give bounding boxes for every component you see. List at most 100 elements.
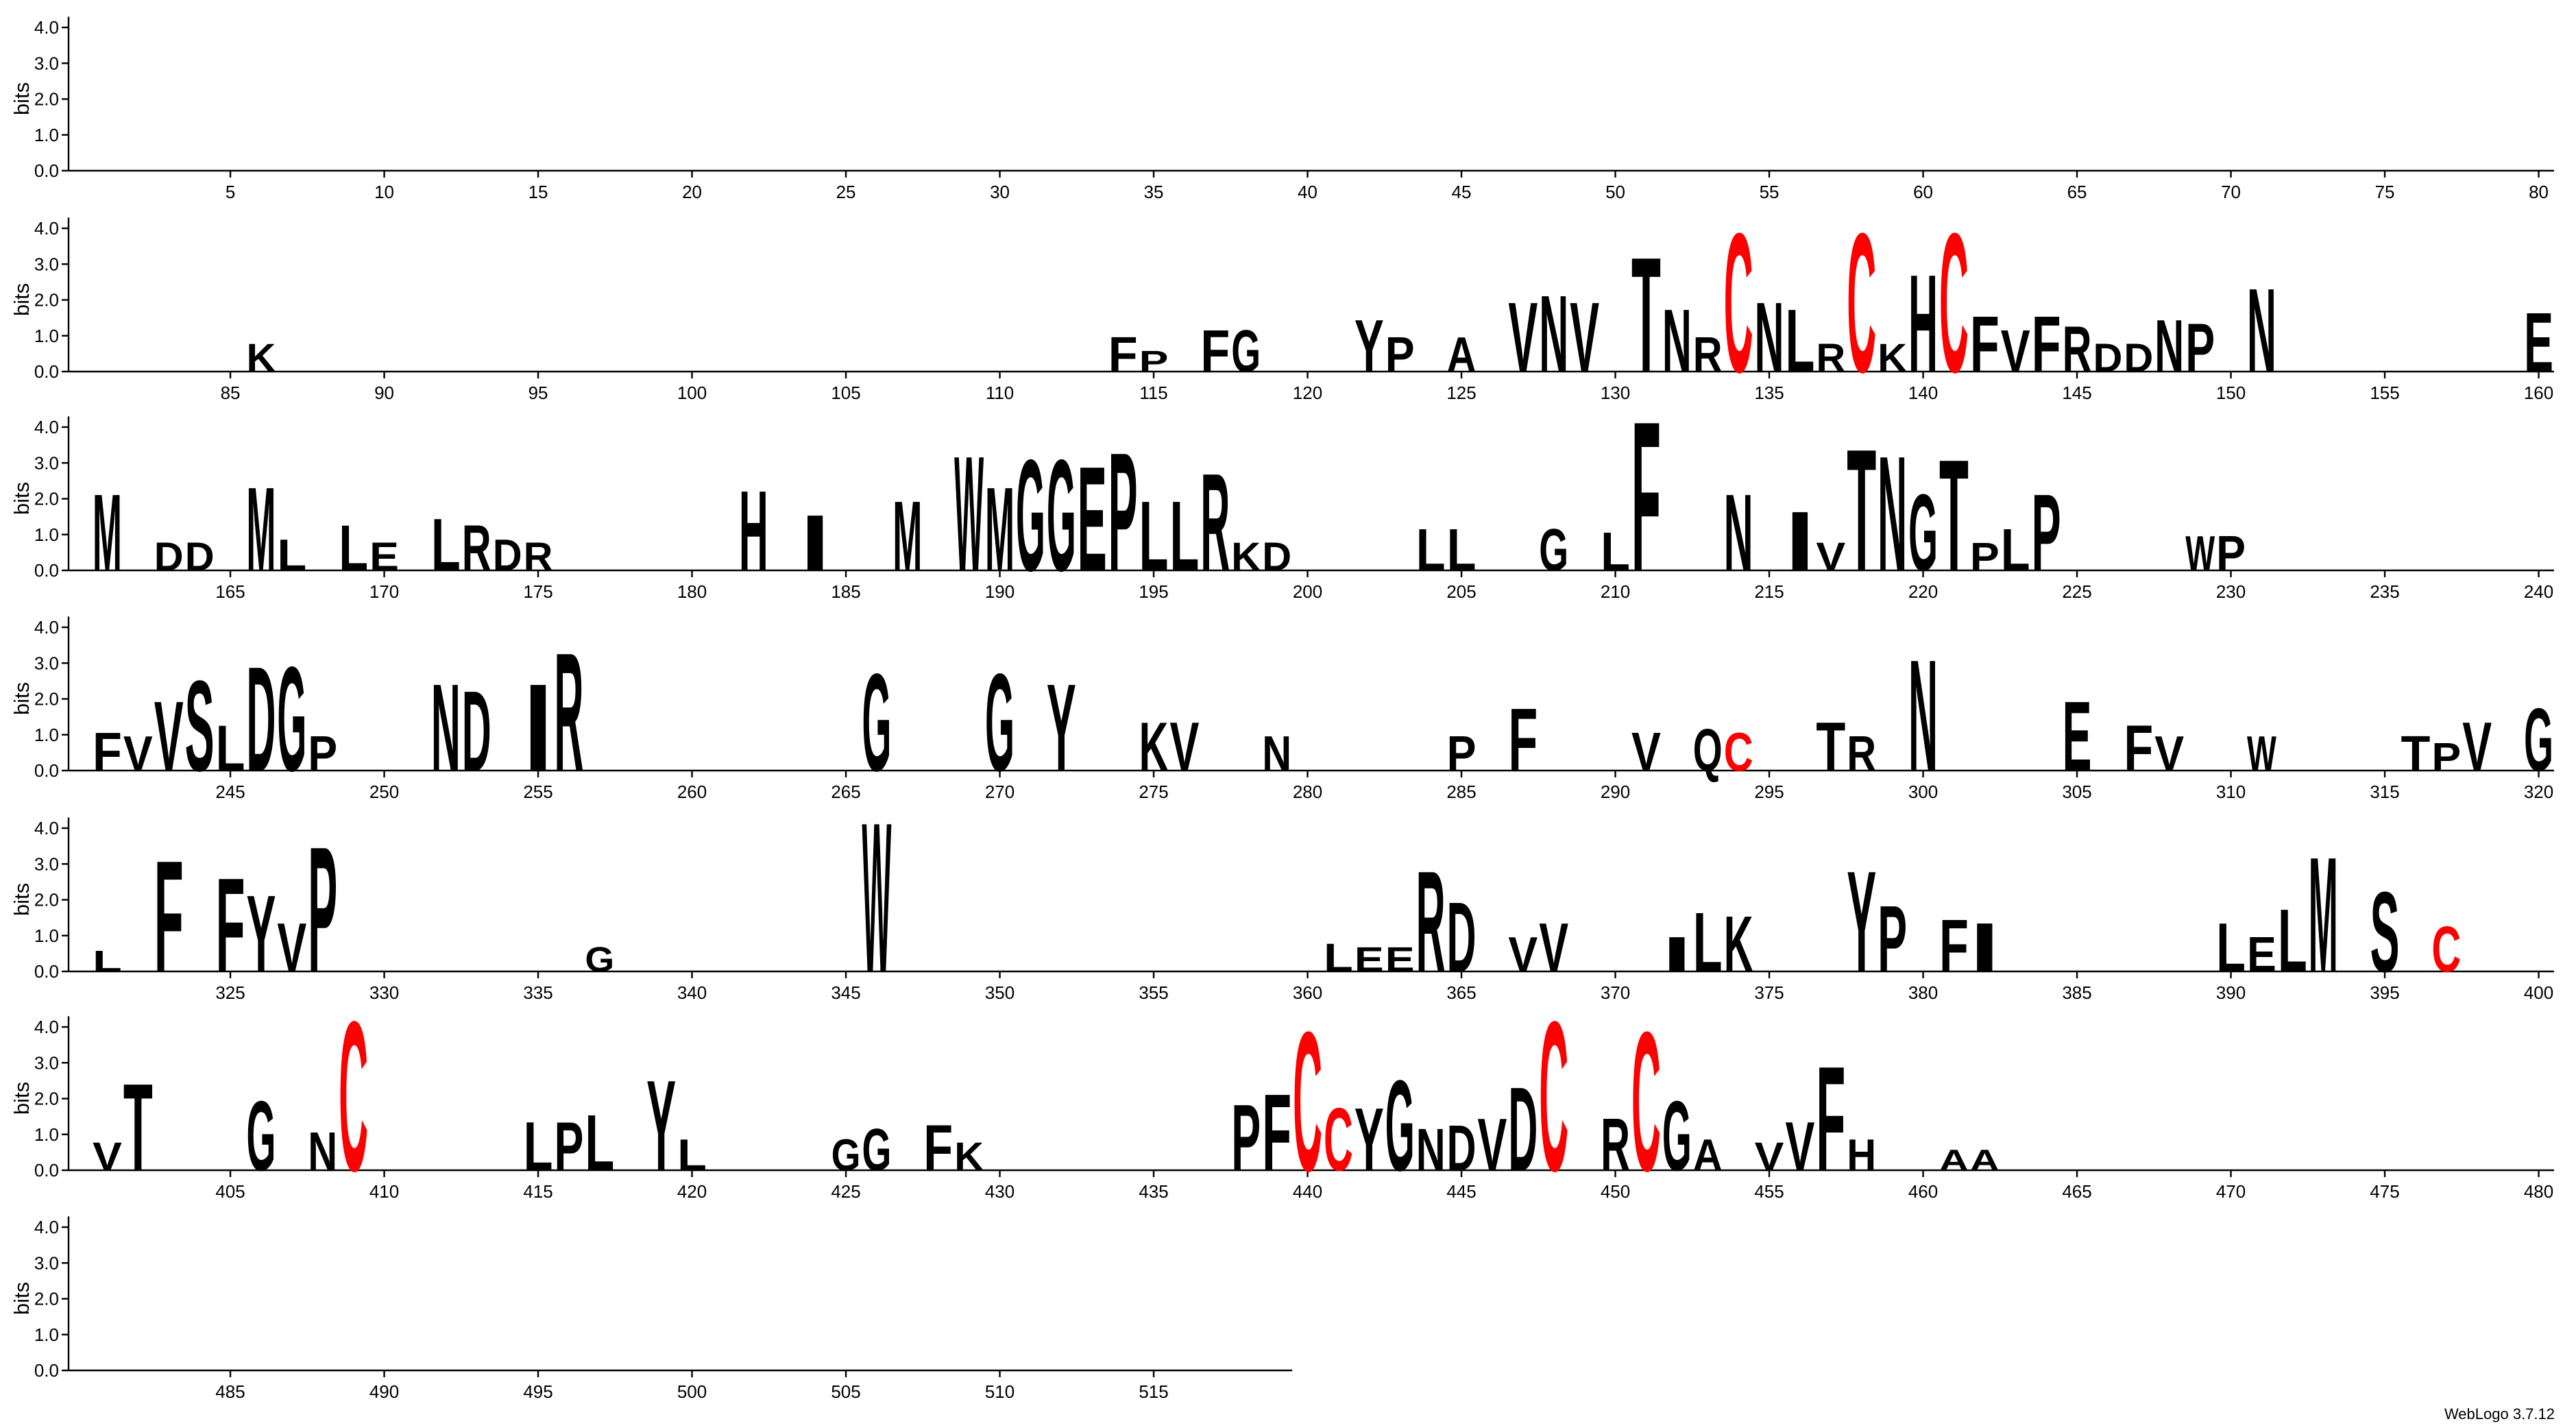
letter-stack: V bbox=[1786, 1108, 1815, 1185]
letter-stack: T bbox=[123, 1058, 153, 1198]
x-tick-label: 445 bbox=[1446, 1181, 1476, 1202]
letter-stack: S bbox=[185, 653, 215, 798]
x-tick-label: 235 bbox=[2370, 581, 2399, 602]
residue-letter: D bbox=[2093, 336, 2123, 380]
x-tick-label: 170 bbox=[369, 581, 399, 602]
residue-letter: G bbox=[1385, 1053, 1415, 1198]
x-tick-label: 485 bbox=[215, 1381, 245, 1402]
letter-stack: F bbox=[1262, 1072, 1291, 1194]
y-tick-label: 1.0 bbox=[34, 1124, 59, 1145]
x-tick-label: 230 bbox=[2216, 581, 2246, 602]
letter-stack: E bbox=[2063, 681, 2092, 792]
letter-stack: C bbox=[1847, 192, 1876, 415]
residue-letter: C bbox=[1724, 722, 1753, 783]
letter-stack: L bbox=[524, 1108, 553, 1185]
letter-stack: D bbox=[2124, 336, 2153, 380]
letter-stack: M bbox=[2309, 823, 2338, 1006]
y-tick-label: 1.0 bbox=[34, 326, 59, 346]
letter-stack: L bbox=[677, 1130, 707, 1180]
letter-stack: A bbox=[1447, 326, 1477, 382]
residue-letter: R bbox=[1416, 841, 1446, 1002]
letter-stack: I bbox=[1786, 494, 1815, 588]
residue-letter: R bbox=[462, 512, 491, 585]
x-tick-label: 370 bbox=[1601, 982, 1630, 1003]
letter-stack: Y bbox=[1047, 659, 1076, 798]
x-tick-label: 195 bbox=[1139, 581, 1168, 602]
residue-letter: L bbox=[677, 1130, 707, 1180]
residue-letter: N bbox=[308, 1122, 337, 1183]
residue-letter: T bbox=[123, 1058, 153, 1198]
x-tick-label: 10 bbox=[374, 182, 394, 202]
residue-letter: N bbox=[1908, 627, 1938, 805]
residue-letter: G bbox=[1016, 426, 1045, 605]
x-tick-label: 420 bbox=[677, 1181, 707, 1202]
letter-stack: F bbox=[1200, 317, 1230, 385]
y-tick-label: 4.0 bbox=[34, 17, 59, 38]
residue-letter: F bbox=[923, 1112, 953, 1185]
y-tick-label: 2.0 bbox=[34, 1289, 59, 1309]
residue-letter: A bbox=[1693, 1130, 1723, 1180]
letter-stack: E bbox=[2247, 926, 2276, 982]
residue-letter: V bbox=[2462, 708, 2492, 786]
x-tick-label: 200 bbox=[1293, 581, 1322, 602]
letter-stack: L bbox=[2001, 516, 2030, 583]
y-tick-label: 0.0 bbox=[34, 961, 59, 982]
y-tick-label: 3.0 bbox=[34, 1252, 59, 1273]
letter-stack: V bbox=[1570, 282, 1599, 394]
x-tick-label: 40 bbox=[1298, 182, 1317, 202]
letter-stack: R bbox=[462, 512, 491, 585]
residue-letter: H bbox=[1847, 1130, 1876, 1180]
y-tick-label: 3.0 bbox=[34, 854, 59, 874]
residue-letter: A bbox=[1939, 1143, 1969, 1177]
residue-letter: N bbox=[2154, 304, 2184, 388]
x-tick-label: 270 bbox=[985, 782, 1014, 802]
letter-stack: M bbox=[985, 463, 1014, 596]
x-tick-label: 180 bbox=[677, 581, 707, 602]
letter-stack: G bbox=[1539, 516, 1568, 583]
letter-stack: T bbox=[1816, 708, 1845, 786]
residue-letter: M bbox=[2309, 823, 2338, 1006]
residue-letter: F bbox=[154, 827, 184, 1006]
x-tick-label: 500 bbox=[677, 1381, 707, 1402]
letter-stack: Y bbox=[646, 1053, 676, 1198]
x-tick-label: 300 bbox=[1908, 782, 1938, 802]
letter-stack: V bbox=[2154, 725, 2184, 781]
y-axis-label: bits bbox=[10, 883, 34, 916]
letter-stack: N bbox=[1262, 725, 1291, 781]
letter-stack: D bbox=[1447, 1112, 1477, 1185]
residue-letter: K bbox=[954, 1135, 984, 1179]
residue-letter: V bbox=[1478, 1103, 1507, 1187]
letter-stack: P bbox=[1108, 417, 1138, 606]
letter-stack: N bbox=[1878, 422, 1907, 605]
x-tick-label: 455 bbox=[1754, 1181, 1784, 1202]
letter-stack: K bbox=[1139, 708, 1169, 786]
y-tick-label: 0.0 bbox=[34, 1160, 59, 1181]
y-tick-label: 2.0 bbox=[34, 1089, 59, 1109]
x-tick-label: 355 bbox=[1139, 982, 1168, 1003]
x-tick-label: 135 bbox=[1754, 383, 1784, 403]
x-tick-label: 475 bbox=[2370, 1181, 2399, 1202]
residue-letter: P bbox=[1385, 326, 1415, 382]
x-tick-label: 390 bbox=[2216, 982, 2246, 1003]
letter-stack: N bbox=[1416, 1116, 1446, 1183]
letter-stack: L bbox=[585, 1098, 614, 1187]
x-tick-label: 490 bbox=[369, 1381, 399, 1402]
letter-stack: V bbox=[2001, 317, 2030, 385]
letter-stack: P bbox=[555, 1108, 584, 1185]
x-tick-label: 50 bbox=[1605, 182, 1625, 202]
residue-letter: T bbox=[1847, 413, 1876, 607]
letter-stack: R bbox=[1200, 444, 1230, 600]
letter-stack: Y bbox=[1354, 1089, 1384, 1189]
letter-stack: N bbox=[2247, 264, 2276, 398]
letter-stack: D bbox=[185, 535, 215, 579]
residue-letter: D bbox=[185, 535, 215, 579]
residue-letter: G bbox=[1231, 317, 1261, 385]
letter-stack: F bbox=[93, 722, 122, 783]
letter-stack: R bbox=[1416, 841, 1446, 1002]
letter-stack: G bbox=[1047, 426, 1076, 605]
letter-stack: F bbox=[216, 849, 245, 1000]
residue-letter: C bbox=[1293, 991, 1322, 1213]
x-tick-label: 265 bbox=[831, 782, 860, 802]
letter-stack: N bbox=[1724, 472, 1753, 594]
x-tick-label: 30 bbox=[990, 182, 1010, 202]
